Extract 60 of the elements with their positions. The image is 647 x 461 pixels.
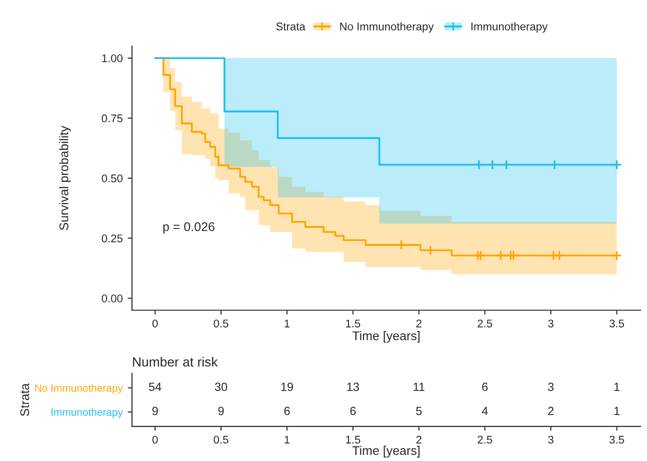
point [425,244,436,256]
point [474,160,484,170]
data-label: 11 [414,382,424,391]
data-label: 2 [548,406,554,416]
x-tick-label: 1.5 [346,320,360,328]
x-tick-label: 3.5 [609,436,624,444]
x-axis-title: Time [years] [352,331,420,343]
data-label: 9 [218,406,224,416]
point [487,160,498,170]
x-tick-label: 2.5 [478,320,492,328]
data-label: 1 [614,382,620,391]
x-tick-label: 0 [152,320,158,328]
y-axis-title: Survival probability [59,126,71,230]
x-tick-label: 2 [416,320,422,328]
x-tick-label: 2.5 [478,436,492,444]
x-tick-label: 3 [548,436,554,444]
data-label: 6 [350,406,356,416]
data-label: 5 [416,406,422,416]
data-label: 1 [614,406,620,416]
y-axis-title: Strata [20,383,30,416]
data-label: 6 [284,406,290,416]
x-tick-label: 3.5 [609,320,624,328]
y-tick-label: 0.75 [102,114,122,122]
legend-label: Immunotherapy [471,22,548,33]
legend-label: No Immunotherapy [340,22,434,33]
x-tick-label: 1 [284,320,290,328]
annotation: p = 0.026 [163,222,214,234]
y-tick-label: 0.00 [102,294,123,302]
point [612,160,622,170]
y-tick-label: 0.25 [102,234,122,242]
data-label: 4 [482,406,488,416]
x-tick-label: 0.5 [214,436,228,444]
data-label: 54 [148,382,162,392]
y-tick-label: 1.00 [102,54,123,62]
point [554,250,565,261]
chart-title: Number at risk [133,356,218,367]
x-axis-title: Time [years] [352,446,420,458]
data-label: 3 [548,382,554,392]
point [549,160,560,170]
point [501,160,512,170]
data-label: 13 [347,382,359,392]
data-label: 9 [152,406,158,416]
x-tick-label: 1.5 [346,436,360,444]
data-label: 30 [214,382,228,392]
x-tick-label: 0 [152,436,158,444]
x-tick-label: 0.5 [214,320,228,328]
point [612,250,622,261]
legend-title: Strata [276,22,306,30]
point [495,250,506,261]
data-label: 6 [482,382,488,392]
y-tick-label: Immunotherapy [52,408,123,418]
x-tick-label: 1 [284,436,290,444]
x-tick-label: 2 [416,436,422,444]
point [475,250,486,261]
point [508,250,519,261]
data-label: 19 [281,382,293,392]
x-tick-label: 3 [548,320,554,328]
y-tick-label: 0.50 [102,174,123,182]
point [396,240,406,250]
y-tick-label: No Immunotherapy [35,384,123,394]
